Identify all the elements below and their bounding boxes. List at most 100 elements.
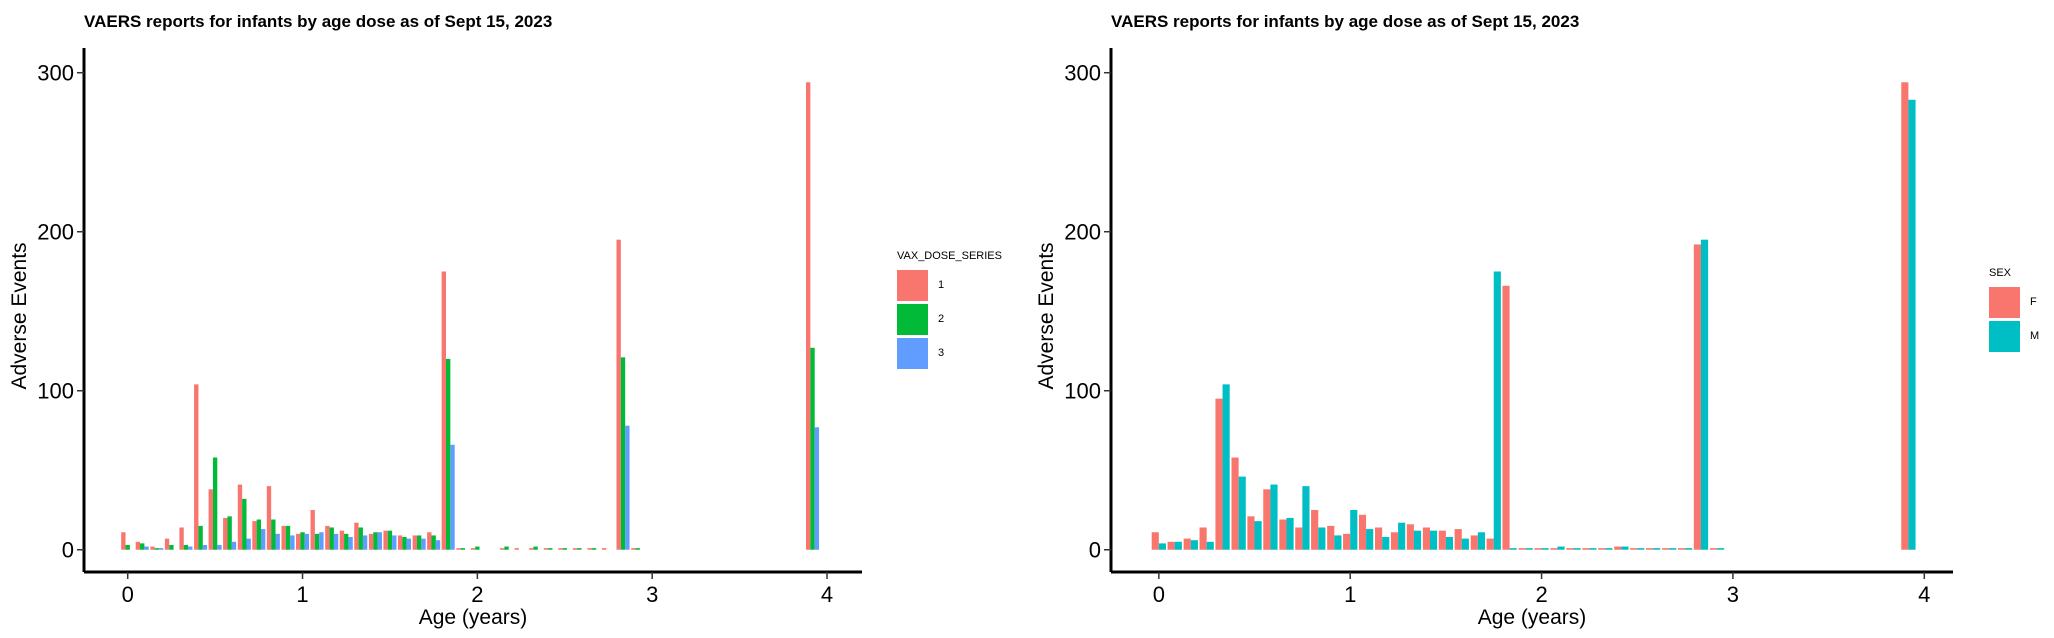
bar (169, 544, 174, 550)
x-tick-label: 1 (296, 582, 308, 607)
bar (1598, 548, 1606, 550)
bar (1390, 532, 1399, 550)
bar (1279, 519, 1287, 550)
bar (208, 489, 213, 550)
bar (1470, 535, 1478, 550)
legend-swatch (897, 337, 928, 369)
bar (1375, 527, 1383, 550)
x-tick-label: 4 (1918, 582, 1930, 607)
bar (533, 546, 538, 550)
bar (1438, 530, 1446, 550)
x-axis-label: Age (years) (419, 606, 528, 629)
bar (135, 541, 141, 550)
bar (620, 357, 626, 550)
bar (1382, 537, 1390, 550)
bar (562, 548, 567, 550)
chart-title: VAERS reports for infants by age dose as… (1111, 12, 1580, 31)
legend-item-sex-m: M (1989, 319, 2039, 353)
bar (217, 544, 222, 550)
bar (1493, 271, 1501, 550)
bar (1263, 489, 1271, 550)
y-axis-label: Adverse Events (1035, 242, 1058, 389)
bar (1550, 548, 1558, 550)
bar (368, 533, 374, 550)
bar (271, 519, 276, 550)
bar (421, 538, 426, 550)
y-tick-label: 0 (62, 538, 74, 563)
bar (572, 548, 578, 550)
bar (1406, 524, 1414, 550)
bar (1445, 537, 1454, 550)
x-tick-label: 0 (1153, 582, 1165, 607)
bar (1589, 548, 1597, 550)
x-tick-label: 4 (821, 582, 833, 607)
bar (392, 535, 397, 550)
bar (587, 548, 592, 550)
bar (1199, 527, 1207, 550)
bar (1685, 548, 1693, 550)
legend-label: F (2030, 296, 2037, 308)
bar (314, 533, 320, 550)
bar (1318, 527, 1326, 550)
bar (1151, 532, 1159, 550)
x-tick-label: 2 (1535, 582, 1547, 607)
bar (1557, 546, 1565, 550)
bar (616, 239, 621, 550)
bar (1254, 521, 1262, 550)
bar (1215, 398, 1223, 550)
bar (1700, 239, 1709, 550)
bar (591, 548, 597, 550)
bar (1238, 476, 1246, 550)
legend-label: 1 (938, 279, 945, 291)
bar (125, 544, 130, 550)
y-axis-label: Adverse Events (8, 242, 31, 389)
bar (1350, 509, 1358, 550)
bar (397, 535, 403, 550)
bar (261, 529, 266, 550)
bar (300, 532, 305, 550)
bar (558, 548, 563, 550)
bar (1327, 525, 1335, 550)
x-tick-label: 0 (122, 582, 134, 607)
bar (344, 533, 349, 550)
bar (144, 546, 149, 550)
bar (1566, 548, 1574, 550)
legend-item-dose-3: 3 (897, 336, 1002, 370)
bar (212, 457, 218, 550)
bar (1717, 548, 1725, 550)
bar (1461, 538, 1469, 550)
x-tick-label: 3 (646, 582, 658, 607)
legend-swatch (1989, 320, 2020, 352)
bar (1525, 548, 1533, 550)
chart-title: VAERS reports for infants by age dose as… (84, 12, 553, 31)
bar (296, 533, 301, 550)
bar (1334, 535, 1342, 550)
bar (441, 271, 446, 550)
bar (402, 537, 407, 550)
bar (1270, 484, 1278, 550)
bar (252, 521, 257, 550)
bar (1358, 514, 1367, 550)
bar (354, 522, 359, 550)
bar (450, 444, 455, 550)
bar (1311, 509, 1319, 550)
bar (635, 548, 640, 550)
bar (1398, 522, 1406, 550)
bar (1901, 82, 1909, 550)
legend-item-dose-1: 1 (897, 268, 1002, 302)
bar (1621, 546, 1629, 550)
bar (290, 535, 295, 550)
bar (237, 484, 243, 550)
bar (431, 535, 436, 550)
bar (1222, 384, 1230, 550)
x-axis-label: Age (years) (1478, 606, 1587, 629)
bar (150, 546, 155, 550)
bar (456, 548, 461, 550)
bar (1295, 527, 1303, 550)
legend-title: SEX (1989, 267, 2012, 279)
y-tick-label: 200 (37, 220, 74, 245)
bar (514, 548, 519, 550)
bar (1908, 99, 1916, 550)
bar (427, 532, 432, 550)
y-tick-label: 200 (1064, 220, 1101, 245)
